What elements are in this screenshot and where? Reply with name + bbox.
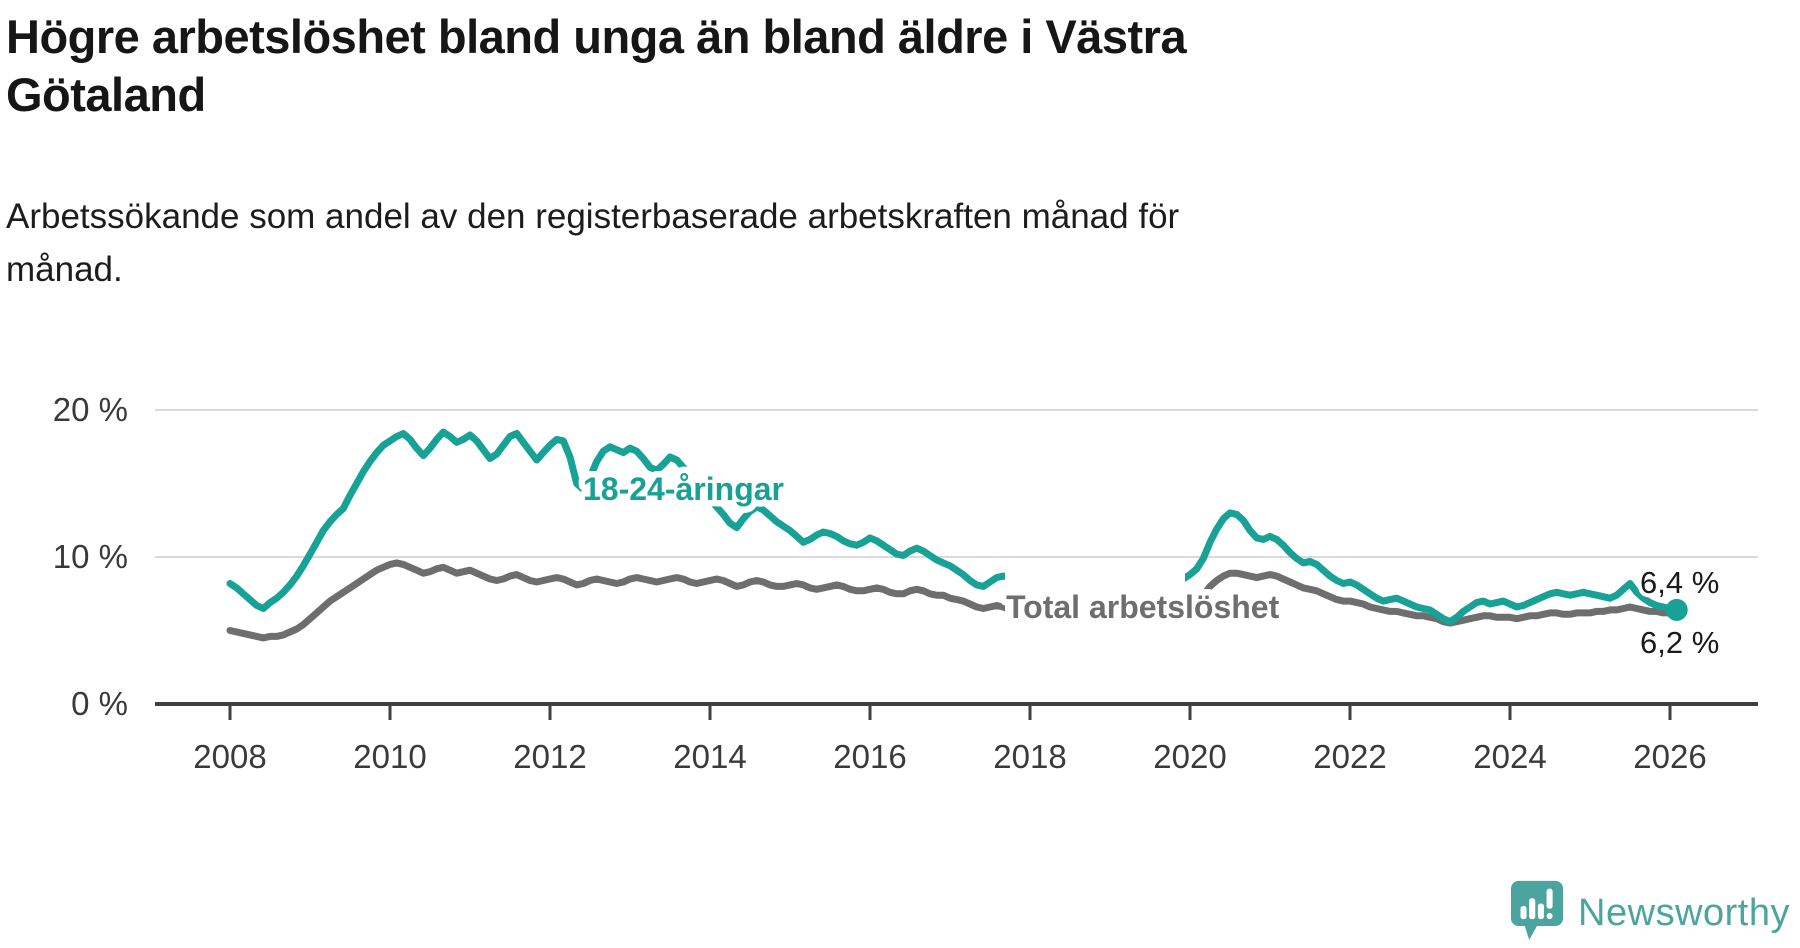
end-value-label-total: 6,2 % [1640, 625, 1719, 660]
x-axis-labels: 2008 2010 2012 2014 2016 2018 2020 2022 2024 2026 [193, 738, 1706, 775]
series-line-0 [226, 428, 1681, 626]
logo-bar-1 [1520, 906, 1527, 920]
series-line-1 [226, 559, 1681, 642]
x-tick-label: 2020 [1153, 738, 1226, 775]
label-background-mask [1005, 566, 1185, 642]
logo-bar-2 [1529, 898, 1536, 920]
x-tick-label: 2010 [353, 738, 426, 775]
x-tick-label: 2012 [513, 738, 586, 775]
x-axis [155, 702, 1758, 720]
x-tick-label: 2024 [1473, 738, 1546, 775]
series-label-total: Total arbetslöshet [1006, 589, 1280, 625]
series-label-youth: 18-24-åringar [583, 471, 784, 507]
y-tick-label: 20 % [53, 391, 128, 428]
x-tick-label: 2016 [833, 738, 906, 775]
x-tick-label: 2014 [673, 738, 746, 775]
logo-bar-3 [1537, 903, 1544, 920]
x-tick-label: 2008 [193, 738, 266, 775]
page-subtitle: Arbetssökande som andel av den registerb… [6, 197, 1180, 289]
y-axis-labels: 0 % 10 % 20 % [53, 391, 128, 722]
series-lines [226, 428, 1688, 642]
page-title: Högre arbetslöshet bland unga än bland ä… [6, 10, 1187, 121]
gridlines [155, 409, 1758, 558]
x-tick-label: 2018 [993, 738, 1066, 775]
newsworthy-logo-icon [1510, 880, 1564, 940]
end-value-label-youth: 6,4 % [1640, 565, 1719, 600]
newsworthy-logo-text: Newsworthy [1578, 891, 1790, 934]
logo-exclamation-bar [1546, 888, 1553, 909]
x-tick-label: 2026 [1633, 738, 1706, 775]
series-end-dot [1665, 598, 1688, 621]
y-tick-label: 10 % [53, 538, 128, 575]
chart-labels: 18-24-åringar Total arbetslöshet 6,4 % 6… [577, 465, 1724, 665]
logo-bubble [1510, 880, 1564, 940]
logo-exclamation-dot [1546, 913, 1553, 920]
y-tick-label: 0 % [71, 685, 128, 722]
x-tick-label: 2022 [1313, 738, 1386, 775]
newsworthy-logo: Newsworthy [1510, 880, 1790, 946]
